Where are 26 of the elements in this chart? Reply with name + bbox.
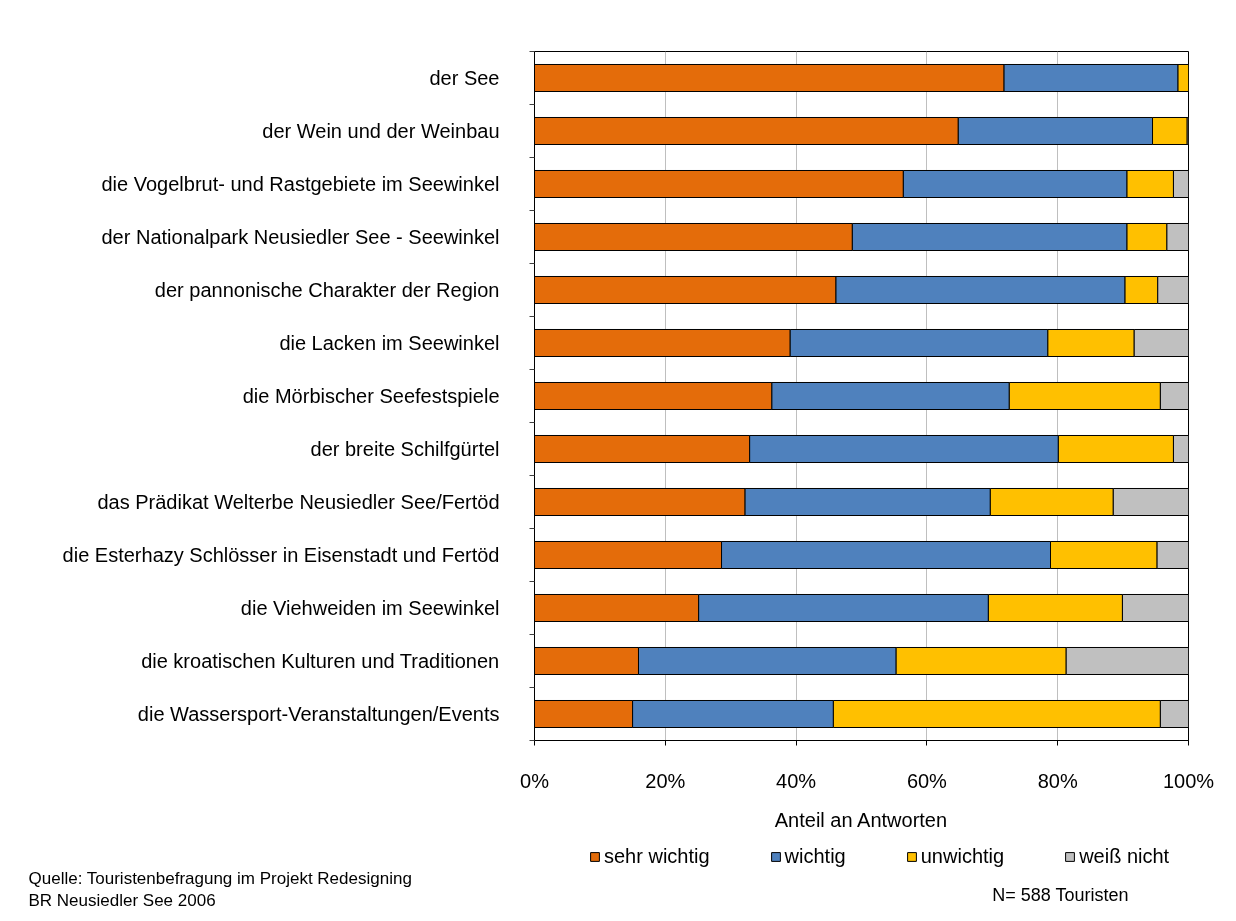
- x-tick-label: 40%: [776, 769, 817, 792]
- x-axis-title: Anteil an Antworten: [774, 808, 948, 831]
- y-tick-label: das Prädikat Welterbe Neusiedler See/Fertöd: [97, 491, 500, 513]
- legend-label: sehr wichtig: [604, 845, 710, 868]
- x-tick-label: 20%: [645, 769, 686, 792]
- legend-label: wichtig: [784, 845, 846, 868]
- y-tick-label: der breite Schilfgürtel: [310, 438, 500, 460]
- y-tick-label: der Nationalpark Neusiedler See - Seewinkel: [101, 226, 500, 248]
- y-tick-label: die Viehweiden im Seewinkel: [240, 597, 500, 619]
- y-tick-label: die Vogelbrut- und Rastgebiete im Seewinkel: [101, 173, 500, 195]
- y-tick-label: die Lacken im Seewinkel: [279, 332, 500, 354]
- y-tick-label: der See: [429, 67, 500, 89]
- legend-label: weiß nicht: [1079, 845, 1170, 868]
- y-tick-label: die Mörbischer Seefestspiele: [242, 385, 500, 407]
- y-tick-label: der Wein und der Weinbau: [262, 120, 500, 142]
- legend-label: unwichtig: [920, 845, 1005, 868]
- x-tick-label: 0%: [520, 769, 550, 792]
- y-tick-label: die kroatischen Kulturen und Traditionen: [141, 650, 500, 672]
- x-tick-label: 80%: [1037, 769, 1078, 792]
- text: N= 588 Touristen: [992, 884, 1129, 905]
- y-tick-label: die Wassersport-Veranstaltungen/Events: [137, 703, 500, 725]
- source-note: Quelle: Touristenbefragung im Projekt Redesigning BR Neusiedler See 2006: [28, 868, 412, 911]
- y-tick-label: der pannonische Charakter der Region: [154, 279, 500, 301]
- x-tick-label: 60%: [906, 769, 948, 792]
- x-tick-label: 100%: [1162, 769, 1215, 792]
- y-tick-label: die Esterhazy Schlösser in Eisenstadt und Fertöd: [62, 544, 500, 566]
